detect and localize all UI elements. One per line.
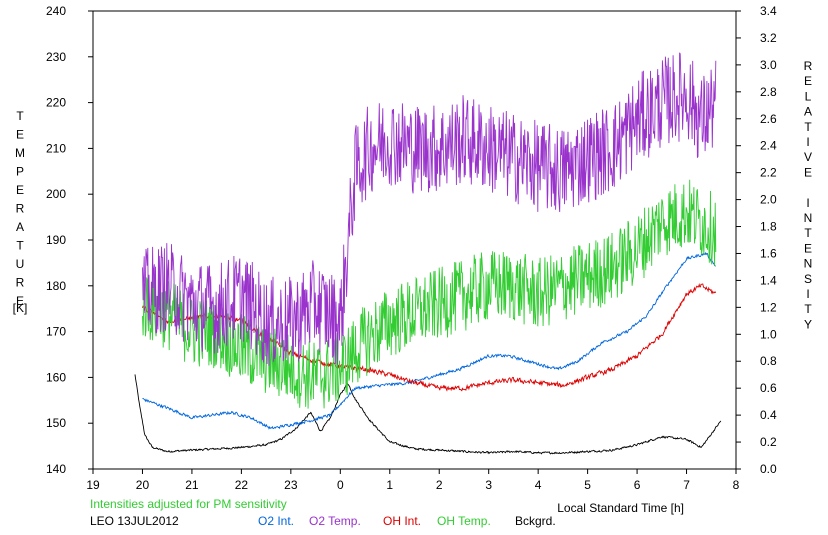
y-right-tick-label: 1.6 [760,246,777,260]
right-axis-letter: E [804,74,812,88]
left-axis-letter: P [16,165,24,179]
x-tick-label: 7 [683,478,690,492]
right-axis-letter: E [804,241,812,255]
y-right-tick-label: 1.2 [760,300,777,314]
x-tick-label: 4 [535,478,542,492]
right-axis-letter: I [806,196,809,210]
right-axis-letter: I [806,135,809,149]
y-left-tick-label: 190 [46,233,66,247]
y-left-tick-label: 140 [46,462,66,476]
y-right-tick-label: 0.6 [760,381,777,395]
x-tick-label: 0 [337,478,344,492]
y-left-tick-label: 240 [46,4,66,18]
series-line-o2-temp [142,52,717,366]
legend-bckgrd: Bckgrd. [515,514,556,528]
x-tick-label: 2 [436,478,443,492]
x-tick-label: 19 [86,478,100,492]
x-tick-label: 1 [386,478,393,492]
right-axis-letter: R [804,59,813,73]
y-right-tick-label: 3.2 [760,31,777,45]
series-line-oh-int [142,282,717,392]
right-axis-letter: V [804,150,812,164]
y-right-tick-label: 1.0 [760,327,777,341]
x-tick-label: 23 [284,478,298,492]
y-right-axis: 0.0 0.2 0.4 0.6 0.8 1.0 1.2 1.4 1.6 1.8 2.0 2.2 2.4 2… [736,4,777,476]
y-left-tick-label: 230 [46,50,66,64]
left-axis-unit: [K] [13,301,28,315]
y-right-tick-label: 0.8 [760,354,777,368]
right-axis-letter: S [804,272,812,286]
left-axis-letter: E [16,183,24,197]
right-axis-letter: N [804,257,813,271]
y-right-tick-label: 2.6 [760,112,777,126]
left-axis-letter: T [16,239,24,253]
right-axis-letter: I [806,287,809,301]
legend-o2-temp: O2 Temp. [309,514,361,528]
y-left-tick-label: 200 [46,187,66,201]
left-axis-letter: T [16,109,24,123]
series-line-oh-temp [142,179,717,409]
right-axis-letter: E [804,165,812,179]
y-right-tick-label: 0.2 [760,435,777,449]
right-axis-letter: T [804,226,812,240]
x-tick-label: 8 [733,478,740,492]
y-right-tick-label: 2.4 [760,139,777,153]
right-axis-letter: T [804,120,812,134]
right-axis-letter: A [804,105,812,119]
x-tick-label: 3 [485,478,492,492]
series-line-o2-int [142,251,716,430]
x-axis-label: Local Standard Time [h] [557,501,684,515]
right-axis-letter: T [804,302,812,316]
series-line-bckgrd [134,374,722,455]
left-axis-letter: E [16,128,24,142]
y-right-tick-label: 2.0 [760,193,777,207]
y-right-tick-label: 0.0 [760,462,777,476]
series-layer [134,52,722,455]
left-axis-letter: A [16,220,24,234]
y-left-tick-label: 220 [46,96,66,110]
y-right-tick-label: 3.4 [760,4,777,18]
left-axis-letter: E [16,294,24,308]
x-tick-label: 22 [235,478,249,492]
legend-oh-temp: OH Temp. [437,514,491,528]
pm-sensitivity-note: Intensities adjusted for PM sensitivity [90,497,287,511]
y-left-tick-label: 160 [46,370,66,384]
y-right-tick-label: 3.0 [760,58,777,72]
legend-o2-int: O2 Int. [258,514,294,528]
y-left-tick-label: 150 [46,416,66,430]
y-right-tick-label: 2.8 [760,85,777,99]
station-date: LEO 13JUL2012 [90,514,179,528]
right-axis-letter: L [805,89,812,103]
legend-oh-int: OH Int. [383,514,421,528]
x-tick-label: 5 [584,478,591,492]
y-left-tick-label: 170 [46,325,66,339]
y-right-tick-label: 0.4 [760,408,777,422]
left-axis-letter: U [16,257,25,271]
y-right-tick-label: 2.2 [760,166,777,180]
x-tick-label: 6 [634,478,641,492]
left-axis-letter: R [16,202,25,216]
x-tick-label: 20 [136,478,150,492]
y-right-tick-label: 1.4 [760,273,777,287]
y-left-tick-label: 210 [46,141,66,155]
right-axis-letter: Y [804,317,812,331]
y-left-tick-label: 180 [46,279,66,293]
y-left-axis: 140 150 160 170 180 190 200 210 220 230 240 [46,4,93,476]
left-axis-letter: R [16,276,25,290]
x-axis: 19 20 21 22 23 0 1 2 3 4 5 6 7 8 [86,469,740,492]
left-axis-letter: M [15,146,25,160]
y-right-tick-label: 1.8 [760,220,777,234]
x-tick-label: 21 [185,478,199,492]
right-axis-letter: N [804,211,813,225]
